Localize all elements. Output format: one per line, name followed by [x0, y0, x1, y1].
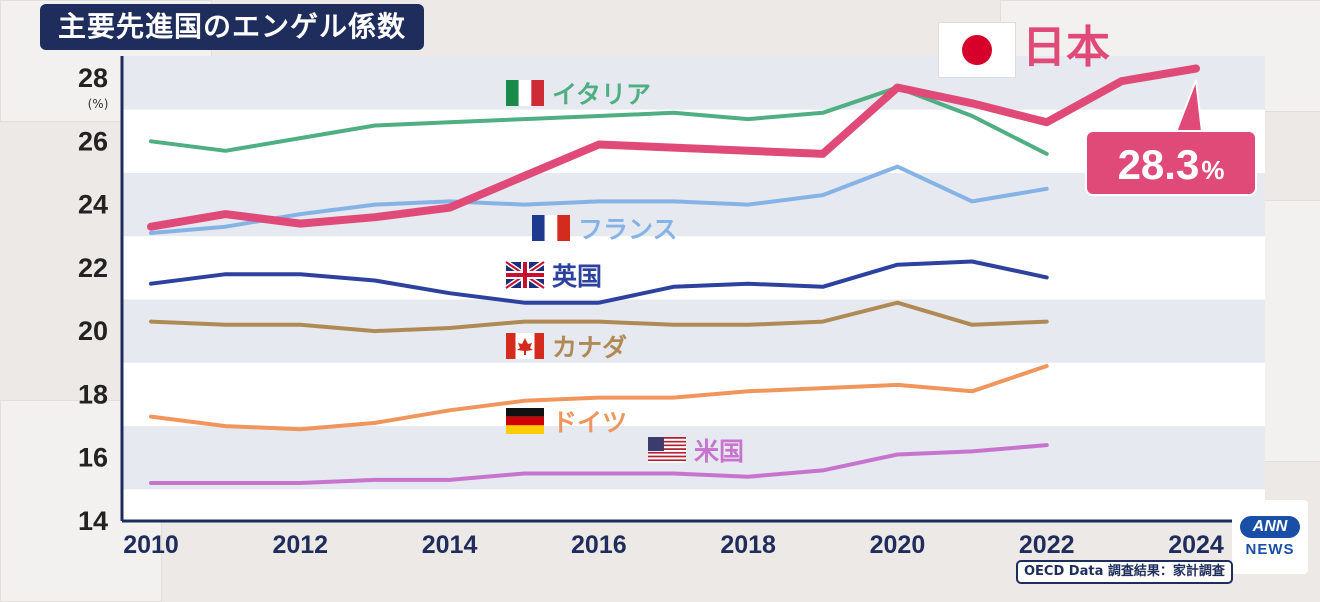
series-line-japan	[147, 64, 1200, 231]
series-line-uk	[149, 259, 1049, 305]
ann-logo-text: ANN	[1240, 516, 1300, 538]
flag-stripe	[506, 408, 544, 417]
x-tick-label: 2024	[1168, 531, 1224, 559]
x-tick-label: 2014	[422, 531, 478, 559]
series-line-usa	[149, 443, 1049, 485]
series-label-canada: カナダ	[552, 333, 627, 362]
flag-japan-box	[938, 22, 1016, 78]
de-flag-icon	[506, 408, 544, 434]
flag-stripe	[531, 80, 544, 106]
series-label-france: フランス	[578, 215, 678, 244]
y-axis-unit: (%)	[88, 97, 109, 111]
series-label-italy: イタリア	[552, 80, 651, 109]
flag-stripe	[544, 215, 558, 241]
y-tick-label: 14	[78, 506, 108, 536]
flag-stripe	[648, 459, 686, 462]
flag-stripe	[648, 461, 686, 463]
callout-unit: %	[1201, 155, 1225, 185]
y-tick-label: 18	[78, 379, 108, 409]
y-tick-label: 22	[78, 253, 108, 283]
flag-stripe	[532, 215, 545, 241]
flag-stripe	[648, 453, 686, 456]
us-flag-icon	[648, 437, 686, 463]
series-line-canada	[149, 300, 1049, 334]
grid-bands	[122, 56, 1265, 521]
series-line-germany	[149, 364, 1049, 432]
fr-flag-icon	[532, 215, 570, 241]
maple-leaf	[517, 338, 533, 355]
flag-stripe	[648, 457, 686, 460]
flag-stripe	[506, 333, 516, 359]
flag-stripe	[534, 333, 544, 359]
flag-stripe	[557, 215, 570, 241]
series-lines	[147, 64, 1200, 485]
x-tick-label: 2012	[272, 531, 328, 559]
flag-stripe	[506, 425, 544, 434]
flag-stripe	[518, 80, 532, 106]
it-flag-icon	[506, 80, 544, 106]
flag-stripe	[648, 451, 686, 454]
y-tick-label: 20	[78, 316, 108, 346]
flag-stripe	[506, 416, 544, 426]
flag-canton	[648, 437, 664, 452]
ca-flag-icon	[506, 333, 544, 359]
flag-stripe	[648, 442, 686, 445]
flag-stripe	[648, 437, 686, 439]
y-tick-label: 16	[78, 443, 108, 473]
y-tick-label: 26	[78, 126, 108, 156]
x-tick-label: 2016	[571, 531, 627, 559]
gb-flag-icon	[504, 259, 546, 291]
flag-stripe	[506, 80, 519, 106]
x-tick-label: 2018	[720, 531, 776, 559]
x-tick-label: 2020	[870, 531, 926, 559]
flag-stripe	[648, 438, 686, 441]
x-tick-label: 2022	[1019, 531, 1075, 559]
x-tick-label: 2010	[123, 531, 179, 559]
y-tick-label: 24	[78, 190, 108, 220]
grid-band	[122, 299, 1265, 363]
chart-title: 主要先進国のエンゲル係数	[40, 4, 425, 50]
japan-flag-icon	[939, 23, 1015, 77]
y-tick-label: 28	[78, 63, 108, 93]
series-label-japan: 日本	[1022, 22, 1110, 73]
flag-stripe	[648, 455, 686, 458]
flag-stripe	[648, 450, 686, 452]
grid-band	[122, 426, 1265, 490]
flag-stripe	[648, 448, 686, 450]
japan-value-callout: 28.3%	[1085, 130, 1257, 196]
source-note: OECD Data 調査結果：家計調査	[1016, 560, 1233, 584]
series-label-usa: 米国	[694, 437, 744, 466]
flag-stripe	[648, 440, 686, 443]
series-label-germany: ドイツ	[552, 408, 627, 437]
news-logo-text: NEWS	[1245, 541, 1295, 558]
flag-stripe	[648, 444, 686, 447]
flag-stripe	[648, 446, 686, 449]
series-line-france	[149, 164, 1049, 235]
grid-band	[122, 56, 1265, 110]
callout-value: 28.3	[1117, 141, 1200, 188]
flag-cross	[523, 262, 527, 288]
series-label-uk: 英国	[552, 262, 602, 291]
